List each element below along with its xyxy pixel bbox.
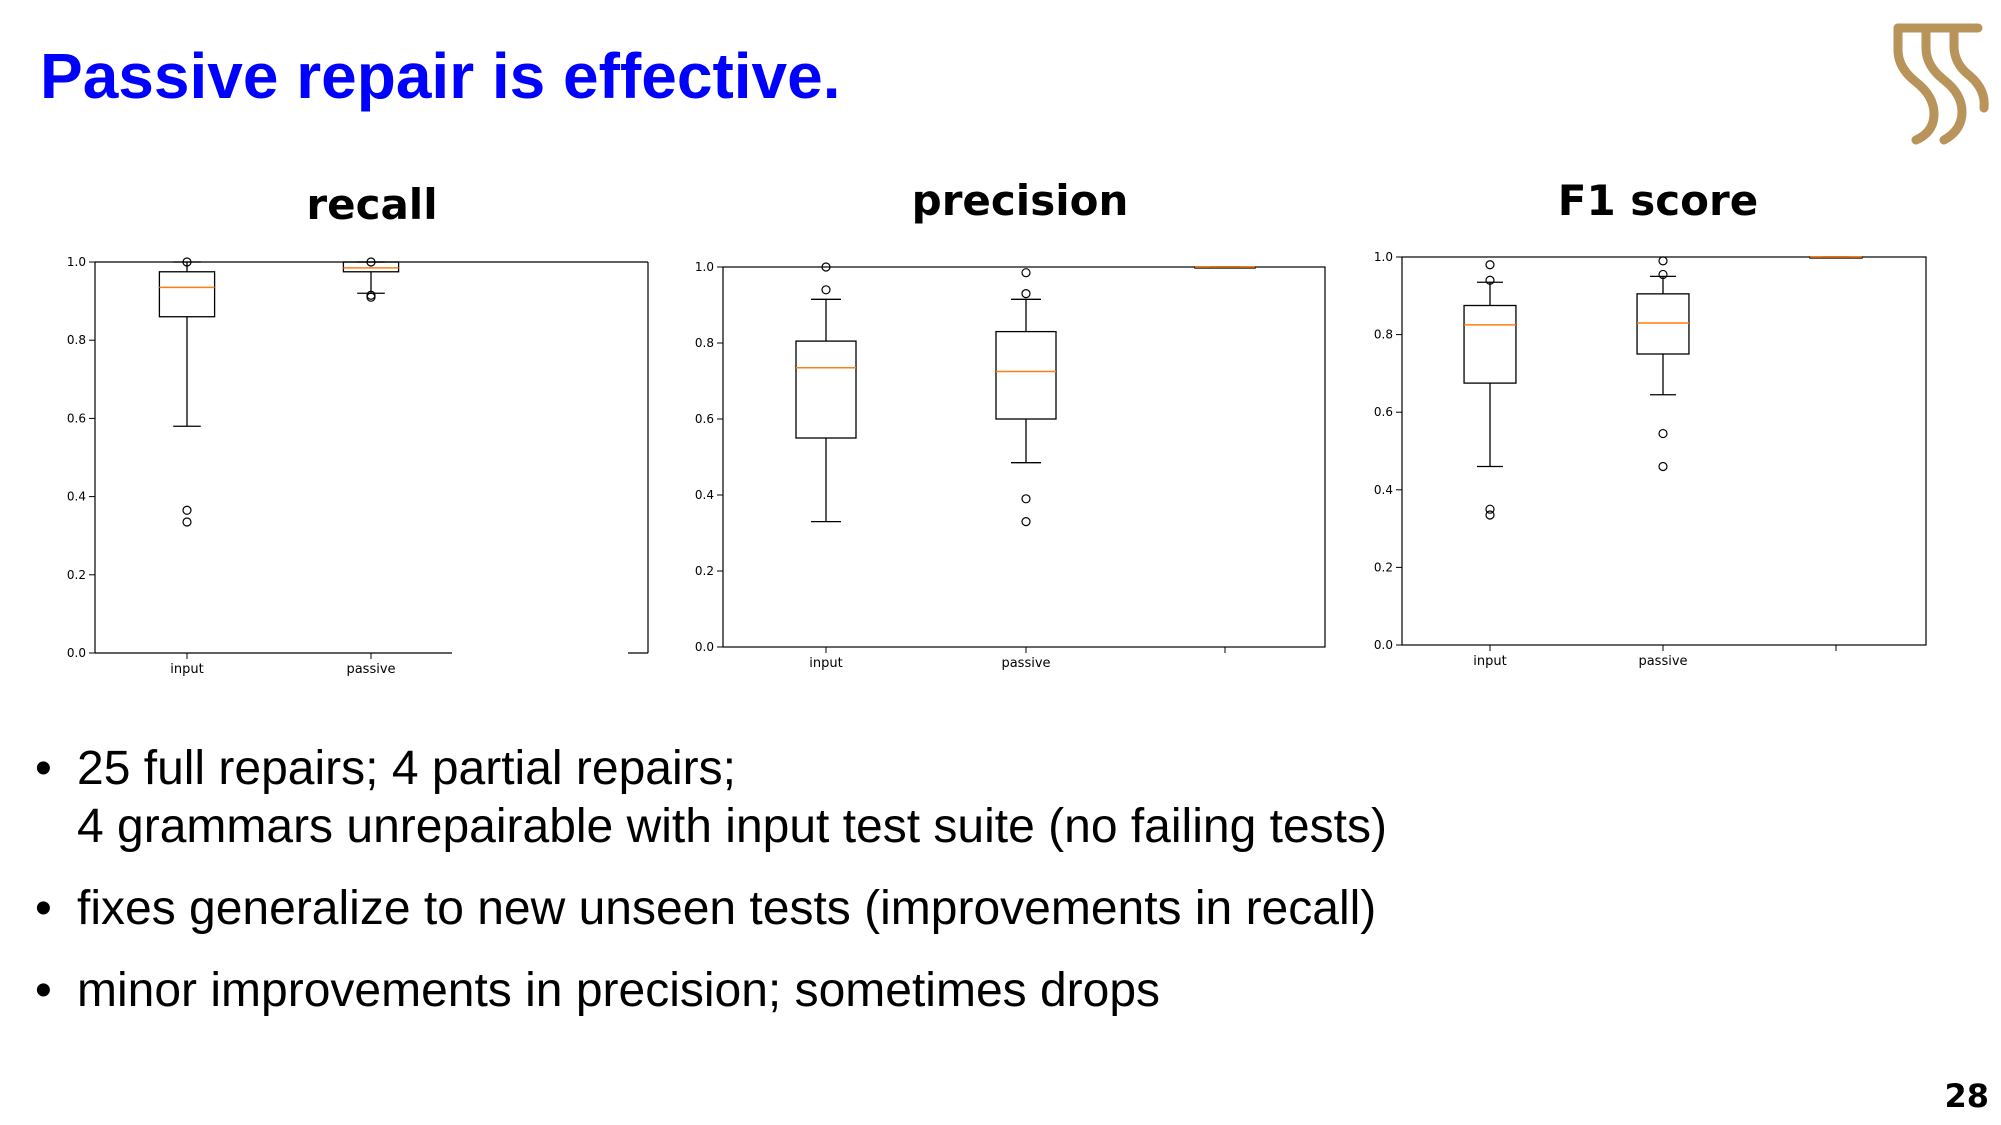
y-tick-label: 0.6 (1374, 405, 1393, 419)
y-tick-label: 0.2 (695, 564, 714, 578)
chart-title-recall: recall (306, 180, 438, 229)
y-tick-label: 0.8 (67, 333, 86, 347)
x-tick-label: passive (346, 662, 395, 677)
y-tick-label: 0.8 (695, 336, 714, 350)
outlier-point (1485, 504, 1495, 514)
x-tick-label: passive (1638, 654, 1687, 669)
box-element (1194, 266, 1256, 269)
outlier-point (821, 262, 831, 272)
outlier-point (1658, 428, 1668, 439)
x-tick-label: input (170, 662, 203, 677)
y-tick-label: 1.0 (67, 255, 86, 269)
bullet-line: fixes generalize to new unseen tests (im… (77, 882, 1377, 935)
bullet-dot: • (35, 742, 52, 795)
box-element (1636, 256, 1690, 472)
box-element (795, 262, 857, 523)
box-element (1809, 256, 1863, 259)
outlier-point (1658, 269, 1668, 280)
box-iqr (1463, 304, 1517, 384)
outlier-point (366, 292, 376, 302)
outlier-point (1658, 256, 1668, 266)
y-tick-label: 0.2 (1374, 560, 1393, 574)
y-tick-label: 1.0 (695, 260, 714, 274)
bullet-dot: • (35, 964, 52, 1017)
outlier-point (1021, 516, 1031, 527)
bullet-item: • minor improvements in precision; somet… (35, 962, 1387, 1020)
y-tick-label: 1.0 (1374, 250, 1393, 264)
box-iqr (342, 261, 400, 273)
bullet-line: minor improvements in precision; sometim… (77, 964, 1161, 1017)
bullet-item: • fixes generalize to new unseen tests (… (35, 880, 1387, 938)
outlier-point (1485, 510, 1495, 520)
slide-title: Passive repair is effective. (40, 40, 841, 112)
box-element (1463, 260, 1517, 520)
chart-title-precision: precision (911, 176, 1129, 225)
chart-panel: 0.0 0.2 0.4 0.6 0.8 1.0 input passive (67, 255, 649, 677)
y-tick-label: 0.0 (695, 640, 714, 654)
outlier-point (1485, 260, 1495, 270)
y-tick-label: 0.8 (1374, 328, 1393, 342)
bullet-line: 4 grammars unrepairable with input test … (77, 800, 1387, 853)
outlier-point (1021, 494, 1031, 504)
bullet-list: • 25 full repairs; 4 partial repairs; 4 … (35, 740, 1387, 1044)
bullet-line: 25 full repairs; 4 partial repairs; (77, 742, 736, 795)
x-tick-label: input (1473, 654, 1506, 669)
outlier-point (182, 257, 192, 267)
box-element (995, 268, 1057, 527)
outlier-point (1658, 461, 1668, 472)
y-tick-label: 0.6 (67, 411, 86, 425)
outlier-point (182, 517, 192, 527)
box-iqr (158, 271, 216, 318)
y-tick-label: 0.2 (67, 568, 86, 582)
chart-title-f1-score: F1 score (1557, 176, 1759, 225)
box-iqr (995, 330, 1057, 420)
plot-frame (1401, 256, 1927, 646)
chart-panel: 0.0 0.2 0.4 0.6 0.8 1.0 input passive (1374, 250, 1927, 669)
outlier-point (1021, 289, 1031, 299)
bullet-dot: • (35, 882, 52, 935)
university-logo (1893, 23, 1989, 145)
page-number: 28 (1944, 1077, 1989, 1115)
outlier-point (1485, 275, 1495, 285)
bullet-item: • 25 full repairs; 4 partial repairs; 4 … (35, 740, 1387, 856)
y-tick-label: 0.0 (1374, 638, 1393, 652)
y-tick-label: 0.4 (1374, 483, 1393, 497)
y-tick-label: 0.4 (695, 488, 714, 502)
y-tick-label: 0.6 (695, 412, 714, 426)
plot-frame (722, 266, 1326, 648)
chart-panel: 0.0 0.2 0.4 0.6 0.8 1.0 input passive (695, 260, 1326, 671)
y-tick-label: 0.0 (67, 646, 86, 660)
outlier-point (182, 505, 192, 515)
x-tick-label: input (809, 656, 842, 671)
box-element (342, 257, 400, 302)
outlier-point (821, 285, 831, 295)
x-tick-label: passive (1001, 656, 1050, 671)
box-iqr (795, 340, 857, 439)
outlier-point (366, 257, 376, 267)
box-iqr (1636, 293, 1690, 355)
box-element (158, 257, 216, 527)
y-tick-label: 0.4 (67, 490, 86, 504)
outlier-point (1021, 268, 1031, 278)
